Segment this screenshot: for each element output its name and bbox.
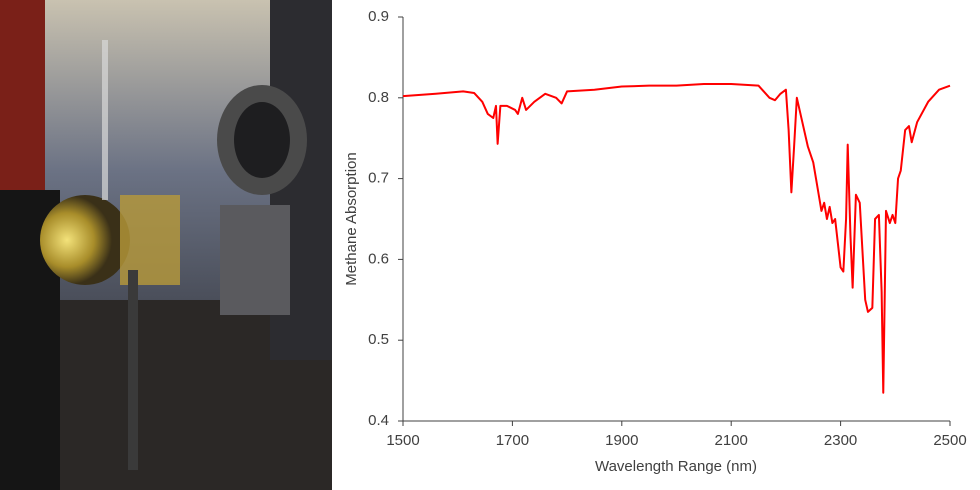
x-tick-label: 1700 [496, 432, 529, 449]
y-tick-label: 0.4 [368, 412, 389, 429]
mount [220, 205, 290, 315]
photo [0, 0, 332, 490]
y-tick-label: 0.9 [368, 8, 389, 25]
y-tick-label: 0.8 [368, 89, 389, 106]
x-axis-title: Wavelength Range (nm) [595, 458, 757, 475]
y-tick-label: 0.6 [368, 250, 389, 267]
y-tick-label: 0.7 [368, 170, 389, 187]
glowing-cell [40, 195, 130, 285]
x-tick-label: 2500 [933, 432, 966, 449]
x-tick-label: 2100 [715, 432, 748, 449]
glass-tube [102, 40, 108, 200]
detector-aperture [234, 102, 290, 178]
red-equipment [0, 0, 45, 190]
post [128, 270, 138, 470]
y-tick-label: 0.5 [368, 331, 389, 348]
y-axis-title: Methane Absorption [343, 152, 360, 285]
x-tick-label: 1900 [605, 432, 638, 449]
chart-background [333, 0, 980, 490]
x-tick-label: 2300 [824, 432, 857, 449]
data-line [402, 83, 951, 394]
x-tick-label: 1500 [386, 432, 419, 449]
